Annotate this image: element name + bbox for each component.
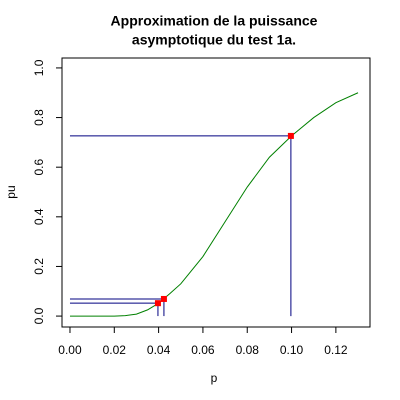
y-tick-label: 0.8	[32, 109, 46, 126]
chart-title: Approximation de la puissance	[111, 13, 318, 29]
point	[160, 295, 167, 302]
x-tick-label: 0.10	[280, 343, 304, 357]
plot-box	[61, 57, 371, 328]
x-tick-label: 0.00	[58, 343, 82, 357]
point	[287, 132, 294, 139]
y-tick-label: 0.2	[32, 258, 46, 275]
y-tick-label: 0.4	[32, 208, 46, 225]
curve	[69, 92, 359, 317]
x-axis-label: p	[211, 371, 218, 385]
x-tick-label: 0.06	[191, 343, 215, 357]
y-tick-label: 0.0	[32, 307, 46, 324]
point	[154, 300, 161, 307]
x-tick-label: 0.04	[147, 343, 171, 357]
y-tick-label: 1.0	[32, 59, 46, 76]
y-tick-label: 0.6	[32, 159, 46, 176]
x-tick-label: 0.08	[236, 343, 260, 357]
x-tick-label: 0.02	[103, 343, 127, 357]
y-axis-label: pu	[4, 185, 18, 198]
chart-title: asymptotique du test 1a.	[132, 32, 296, 48]
x-tick-label: 0.12	[324, 343, 348, 357]
